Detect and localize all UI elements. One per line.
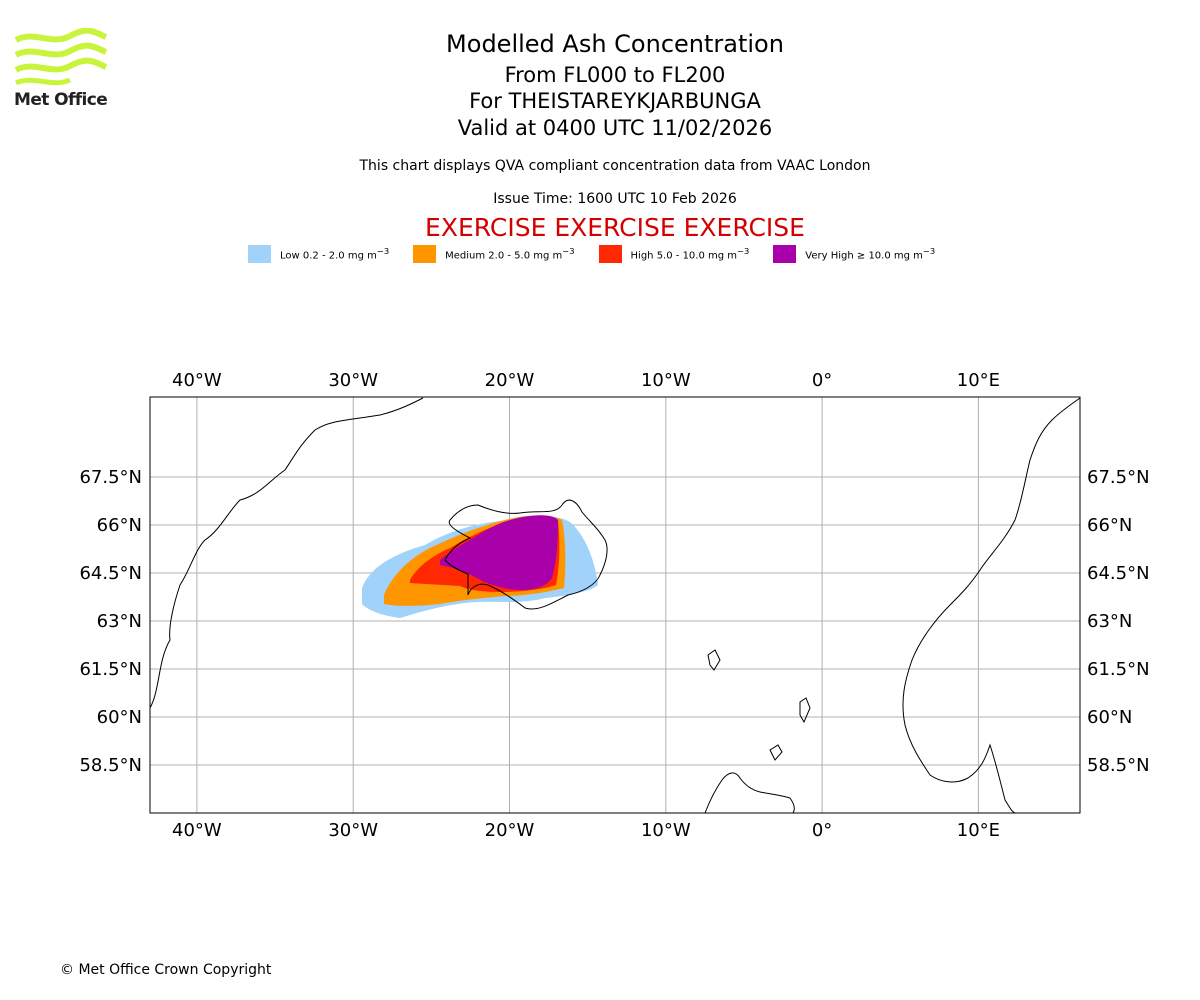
- lat-tick-label-left-0: 67.5°N: [79, 467, 142, 488]
- legend-item-medium: Medium 2.0 - 5.0 mg m−3: [413, 245, 575, 263]
- map-background: [150, 397, 1080, 813]
- lon-tick-label-bottom-4: 0°: [812, 820, 832, 841]
- chart-title: Modelled Ash Concentration: [446, 30, 784, 58]
- compliance-note: This chart displays QVA compliant concen…: [359, 158, 871, 174]
- lon-tick-label-bottom-3: 10°W: [641, 820, 691, 841]
- lat-tick-label-left-1: 66°N: [97, 515, 142, 536]
- lon-tick-label-bottom-2: 20°W: [485, 820, 535, 841]
- copyright: © Met Office Crown Copyright: [60, 962, 272, 978]
- legend-label-medium: Medium 2.0 - 5.0 mg m: [445, 250, 563, 262]
- issue-time: Issue Time: 1600 UTC 10 Feb 2026: [493, 191, 737, 207]
- lon-tick-label-bottom-1: 30°W: [328, 820, 378, 841]
- iceland-coast: [444, 499, 608, 610]
- lat-tick-label-left-5: 60°N: [97, 707, 142, 728]
- map-frame: [149, 396, 1081, 814]
- ash-area-very-high: [440, 515, 558, 590]
- legend-item-very-high: Very High ≥ 10.0 mg m−3: [773, 245, 935, 263]
- lon-tick-label-top-3: 10°W: [641, 370, 691, 391]
- volcano-location: For THEISTAREYKJARBUNGA: [469, 89, 761, 113]
- legend: Low 0.2 - 2.0 mg m−3 Medium 2.0 - 5.0 mg…: [248, 244, 935, 264]
- lat-tick-label-left-2: 64.5°N: [79, 563, 142, 584]
- legend-swatch-very-high: [773, 245, 797, 263]
- lon-tick-label-bottom-5: 10°E: [957, 820, 1000, 841]
- ash-map: 40°W 40°W 30°W 30°W 20°W 20°W 10°W 10°W 0° 0° 10°E…: [79, 370, 1150, 841]
- lon-tick-label-top-4: 0°: [812, 370, 832, 391]
- flight-level-range: From FL000 to FL200: [504, 63, 726, 87]
- lat-tick-label-right-6: 58.5°N: [1087, 755, 1150, 776]
- met-office-logo: Met Office: [14, 27, 109, 112]
- lat-tick-label-right-3: 63°N: [1087, 611, 1132, 632]
- legend-label-very-high: Very High ≥ 10.0 mg m: [805, 250, 923, 262]
- legend-swatch-medium: [413, 245, 437, 263]
- ash-plume: [362, 515, 598, 618]
- legend-swatch-low: [248, 245, 271, 263]
- exercise-banner: EXERCISE EXERCISE EXERCISE: [425, 213, 805, 242]
- lat-tick-label-right-0: 67.5°N: [1087, 467, 1150, 488]
- lat-tick-label-right-4: 61.5°N: [1087, 659, 1150, 680]
- logo-text: Met Office: [14, 90, 108, 110]
- greenland-coast: [149, 397, 424, 709]
- orkney-islands: [769, 744, 783, 761]
- lat-tick-label-right-2: 64.5°N: [1087, 563, 1150, 584]
- legend-label-low: Low 0.2 - 2.0 mg m: [280, 250, 377, 262]
- met-office-wave-icon: [14, 27, 108, 86]
- lat-tick-label-left-4: 61.5°N: [79, 659, 142, 680]
- legend-label-high: High 5.0 - 10.0 mg m: [630, 250, 738, 262]
- legend-swatch-high: [598, 245, 622, 263]
- lon-tick-label-top-2: 20°W: [485, 370, 535, 391]
- legend-item-high: High 5.0 - 10.0 mg m−3: [598, 245, 749, 263]
- norway-coast: [902, 397, 1081, 814]
- lat-tick-label-right-5: 60°N: [1087, 707, 1132, 728]
- shetland-islands: [799, 697, 811, 724]
- faroe-islands: [707, 649, 721, 671]
- legend-item-low: Low 0.2 - 2.0 mg m−3: [248, 245, 389, 263]
- lon-tick-label-bottom-0: 40°W: [172, 820, 222, 841]
- coastlines: [149, 397, 1081, 814]
- lat-tick-label-left-3: 63°N: [97, 611, 142, 632]
- lon-tick-label-top-1: 30°W: [328, 370, 378, 391]
- lon-tick-label-top-0: 40°W: [172, 370, 222, 391]
- lon-tick-label-top-5: 10°E: [957, 370, 1000, 391]
- lat-tick-label-left-6: 58.5°N: [79, 755, 142, 776]
- lat-tick-label-right-1: 66°N: [1087, 515, 1132, 536]
- valid-time: Valid at 0400 UTC 11/02/2026: [457, 116, 773, 140]
- scotland-coast: [704, 772, 795, 814]
- gridlines: [150, 397, 1080, 813]
